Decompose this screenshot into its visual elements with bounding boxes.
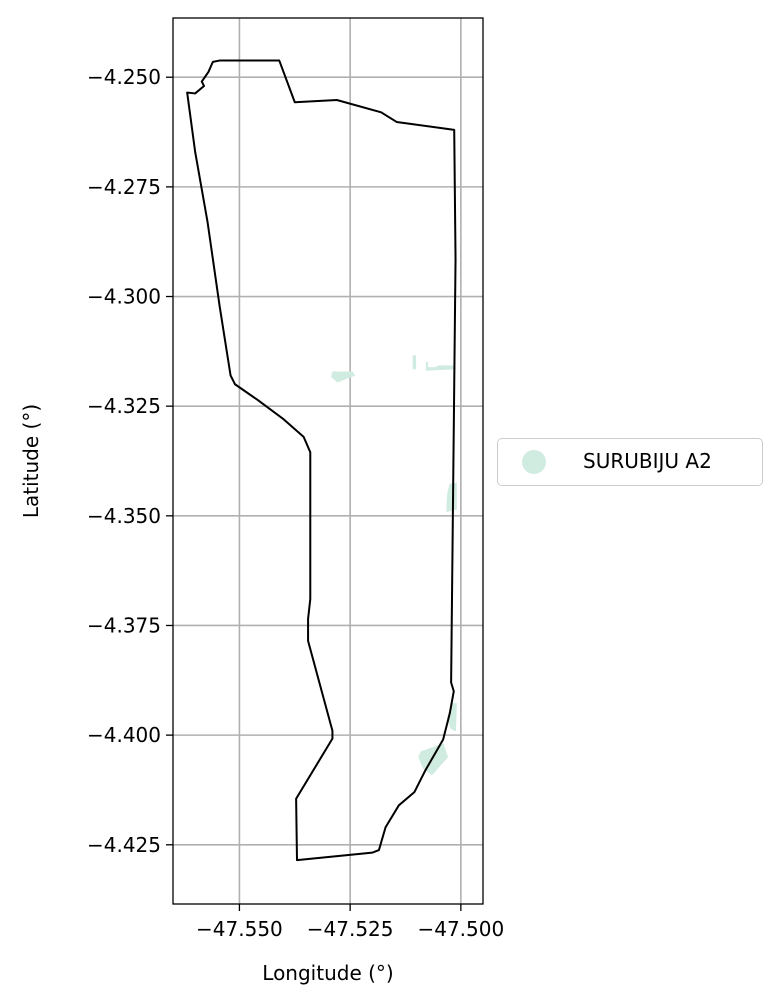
x-tick-label: −47.500 [417,917,504,941]
y-tick-label: −4.425 [87,833,161,857]
plot-frame [172,17,484,905]
grid-lines [173,18,483,904]
legend-label: SURUBIJU A2 [583,449,712,473]
y-tick-label: −4.275 [87,175,161,199]
surubiju-a2-patch [427,365,457,371]
boundary-line [186,59,457,862]
surubiju-a2-patch [418,743,449,776]
y-tick-label: −4.400 [87,723,161,747]
y-tick-label: −4.350 [87,504,161,528]
y-tick-label: −4.375 [87,613,161,637]
y-tick-label: −4.300 [87,285,161,309]
x-tick-label: −47.550 [196,917,283,941]
surubiju-a2-patch [412,355,417,370]
surubiju-a2-patch [331,371,356,383]
y-tick-label: −4.325 [87,394,161,418]
y-tick-label: −4.250 [87,65,161,89]
legend: SURUBIJU A2 [497,438,763,486]
y-axis-ticks: −4.250 −4.275 −4.300 −4.325 −4.350 −4.375 −4.4… [87,65,173,857]
x-tick-label: −47.525 [307,917,394,941]
x-axis-label: Longitude (°) [262,961,393,985]
x-axis-ticks: −47.550 −47.525 −47.500 [196,904,504,941]
surubiju-a2-patch [446,482,457,512]
y-axis-label: Latitude (°) [19,404,43,518]
boundary-outline [186,59,457,862]
legend-marker-icon [522,450,546,474]
